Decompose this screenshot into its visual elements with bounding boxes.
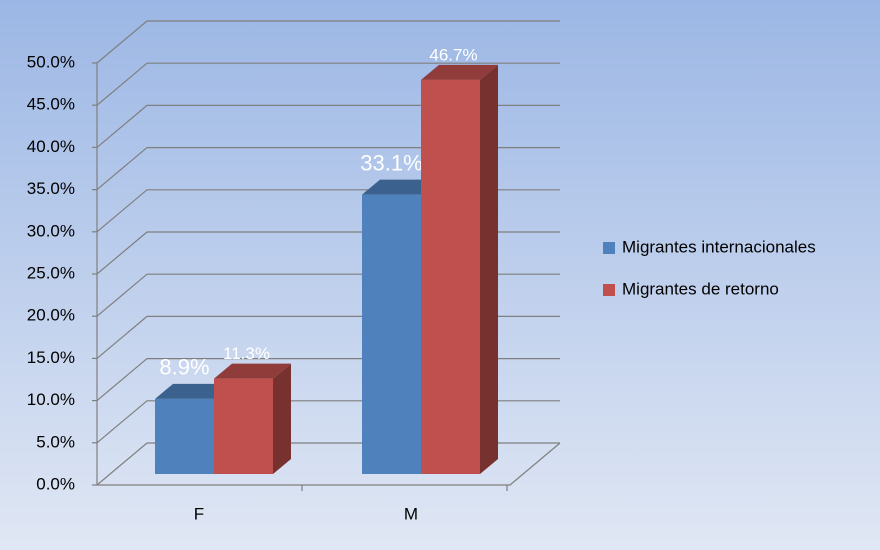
bar-side	[273, 363, 291, 474]
y-tick-label: 20.0%	[27, 306, 75, 325]
x-tick-label: F	[194, 504, 204, 523]
bar	[155, 398, 214, 474]
value-label: 8.9%	[159, 355, 209, 380]
bar-top	[214, 363, 291, 379]
legend-swatch	[603, 242, 615, 254]
y-tick-label: 25.0%	[27, 263, 75, 282]
bar	[421, 79, 480, 475]
grid-line	[96, 62, 560, 106]
legend-swatch	[603, 284, 615, 296]
bar	[214, 378, 273, 474]
y-tick-label: 0.0%	[36, 474, 75, 493]
floor	[97, 442, 561, 486]
x-tick-label: M	[404, 504, 418, 523]
y-tick-label: 15.0%	[27, 348, 75, 367]
bar-side	[480, 64, 498, 475]
value-label: 33.1%	[360, 150, 422, 175]
y-tick-label: 30.0%	[27, 221, 75, 240]
y-tick-label: 45.0%	[27, 95, 75, 114]
legend-label: Migrantes de retorno	[622, 279, 779, 298]
y-tick-label: 50.0%	[27, 52, 75, 71]
y-tick-label: 40.0%	[27, 137, 75, 156]
y-tick-label: 10.0%	[27, 390, 75, 409]
bar-top	[421, 64, 498, 80]
value-label: 11.3%	[223, 344, 270, 363]
bar	[362, 194, 421, 475]
grid-line	[96, 20, 560, 64]
legend-label: Migrantes internacionales	[622, 237, 816, 256]
bar-top	[362, 179, 439, 195]
y-tick-label: 35.0%	[27, 179, 75, 198]
y-tick-label: 5.0%	[36, 432, 75, 451]
bar-top	[155, 383, 232, 399]
value-label: 46.7%	[429, 45, 477, 64]
